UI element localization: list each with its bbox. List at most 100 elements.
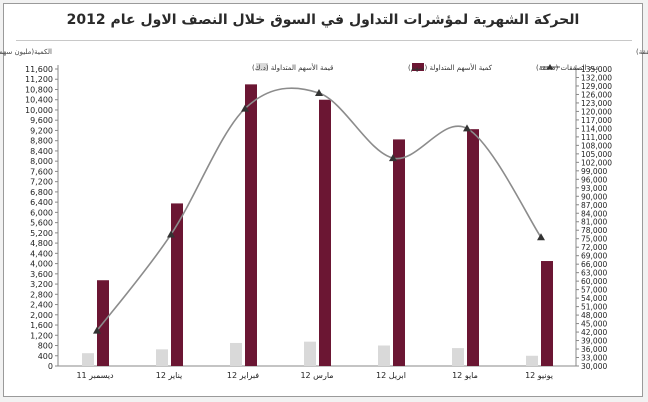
left-tick-label: 8,400 (30, 147, 53, 156)
left-tick-label: 4,000 (30, 260, 53, 269)
deals-marker (463, 124, 471, 132)
x-tick-label: يونيو 12 (525, 371, 553, 380)
x-tick-label: يناير 12 (156, 371, 182, 380)
x-tick-label: مايو 12 (452, 371, 478, 380)
deals-marker (537, 233, 545, 241)
left-tick-label: 6,000 (30, 208, 53, 217)
right-tick-label: 90,000 (581, 192, 607, 201)
left-tick-label: 11,200 (25, 75, 53, 84)
left-tick-label: 10,400 (25, 96, 53, 105)
right-tick-label: 45,000 (581, 320, 607, 329)
left-tick-label: 6,400 (30, 198, 53, 207)
legend-line-marker (547, 64, 553, 69)
x-tick-label: فبراير 12 (227, 371, 259, 380)
right-tick-label: 30,000 (581, 362, 607, 371)
left-tick-label: 4,400 (30, 249, 53, 258)
right-tick-label: 72,000 (581, 243, 607, 252)
legend-box-swatch (412, 63, 424, 71)
left-tick-label: 2,400 (30, 301, 53, 310)
legend-label: قيمة الأسهم المتداولة (د.ك) (252, 63, 333, 72)
left-tick-label: 10,000 (25, 106, 53, 115)
right-tick-label: 120,000 (581, 107, 612, 116)
left-tick-label: 400 (38, 352, 53, 361)
left-tick-label: 9,600 (30, 116, 53, 125)
bar-quantity (319, 99, 331, 367)
bar-quantity (541, 261, 553, 366)
bar-quantity (245, 84, 257, 367)
right-tick-label: 75,000 (581, 235, 607, 244)
bar-quantity (467, 129, 479, 366)
right-tick-label: 111,000 (581, 133, 612, 142)
right-tick-label: 42,000 (581, 328, 607, 337)
right-tick-label: 105,000 (581, 150, 612, 159)
right-tick-label: 66,000 (581, 260, 607, 269)
x-tick-label: ابريل 12 (376, 371, 406, 380)
left-tick-label: 7,600 (30, 167, 53, 176)
legend-label: كمية الأسهم المتداولة (سهم) (408, 63, 493, 72)
right-tick-label: 129,000 (581, 82, 612, 91)
left-tick-label: 3,200 (30, 280, 53, 289)
legend-label: عدد الصفقات (صفقة) (536, 64, 600, 72)
bar-value (304, 341, 316, 366)
right-tick-label: 51,000 (581, 303, 607, 312)
right-tick-label: 87,000 (581, 201, 607, 210)
bar-value (230, 342, 242, 366)
left-tick-label: 6,800 (30, 188, 53, 197)
right-tick-label: 81,000 (581, 218, 607, 227)
bar-value (526, 355, 538, 366)
right-tick-label: 39,000 (581, 337, 607, 346)
right-tick-label: 33,000 (581, 354, 607, 363)
bar-quantity (171, 203, 183, 366)
bar-quantity (393, 139, 405, 366)
left-tick-label: 3,600 (30, 270, 53, 279)
x-tick-label: ديسمبر 11 (76, 371, 114, 380)
right-axis-label: عدد الصفقات (صفقة) (636, 48, 648, 56)
right-tick-label: 102,000 (581, 158, 612, 167)
left-tick-label: 11,600 (25, 65, 53, 74)
right-tick-label: 60,000 (581, 277, 607, 286)
right-tick-label: 99,000 (581, 167, 607, 176)
left-tick-label: 4,800 (30, 239, 53, 248)
left-tick-label: 10,800 (25, 85, 53, 94)
deals-marker (389, 154, 397, 162)
deals-marker (167, 230, 175, 238)
right-tick-label: 126,000 (581, 90, 612, 99)
right-tick-label: 108,000 (581, 141, 612, 150)
x-tick-label: مارس 12 (300, 371, 333, 380)
right-tick-label: 78,000 (581, 226, 607, 235)
title-divider (16, 40, 632, 41)
left-tick-label: 800 (38, 342, 53, 351)
right-tick-label: 63,000 (581, 269, 607, 278)
left-tick-label: 1,200 (30, 331, 53, 340)
bar-value (156, 349, 168, 366)
left-tick-label: 8,000 (30, 157, 53, 166)
left-tick-label: 5,200 (30, 229, 53, 238)
right-tick-label: 132,000 (581, 73, 612, 82)
right-tick-label: 69,000 (581, 252, 607, 261)
deals-marker (93, 326, 101, 334)
right-tick-label: 84,000 (581, 209, 607, 218)
right-tick-label: 54,000 (581, 294, 607, 303)
left-tick-label: 9,200 (30, 126, 53, 135)
left-tick-label: 2,800 (30, 290, 53, 299)
right-tick-label: 57,000 (581, 286, 607, 295)
right-tick-label: 135,000 (581, 65, 612, 74)
deals-marker (241, 104, 249, 112)
deals-marker (315, 89, 323, 97)
chart-title: الحركة الشهرية لمؤشرات التداول في السوق … (66, 12, 580, 28)
bar-value (82, 353, 94, 366)
right-tick-label: 114,000 (581, 124, 612, 133)
left-tick-label: 1,600 (30, 321, 53, 330)
right-tick-label: 48,000 (581, 311, 607, 320)
left-tick-label: 8,800 (30, 137, 53, 146)
bar-value (378, 345, 390, 366)
left-axis-label: الكمية(مليون سهم) والقيمة (مليون د.ك) (0, 48, 52, 56)
left-tick-label: 0 (48, 362, 53, 371)
left-tick-label: 5,600 (30, 219, 53, 228)
right-tick-label: 96,000 (581, 175, 607, 184)
right-tick-label: 93,000 (581, 184, 607, 193)
right-tick-label: 36,000 (581, 345, 607, 354)
legend-box-swatch (256, 63, 268, 71)
right-tick-label: 123,000 (581, 99, 612, 108)
